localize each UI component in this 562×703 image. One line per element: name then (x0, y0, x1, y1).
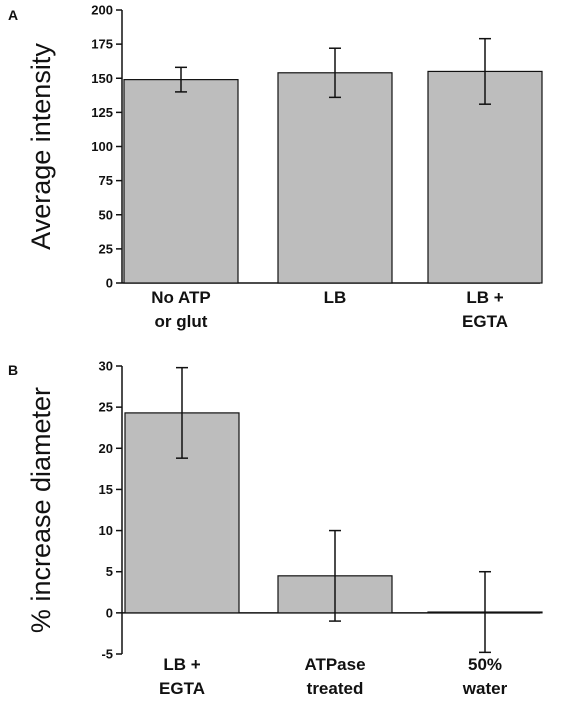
x-category-label-line: LB (324, 288, 347, 307)
x-category-label-line: ATPase (304, 655, 365, 674)
panel-a-chart: A Average intensity 0 25 50 75 100 125 150 175 200… (8, 3, 543, 331)
x-category-label-line: EGTA (462, 312, 508, 331)
x-category-label-line: water (462, 679, 508, 698)
y-tick-label: 25 (99, 241, 113, 256)
y-tick-label: 175 (91, 37, 113, 52)
y-tick-label: 25 (99, 400, 113, 415)
y-tick-label: 15 (99, 482, 113, 497)
y-tick-label: 10 (99, 523, 113, 538)
y-tick-label: -5 (101, 647, 113, 662)
y-tick-label: 100 (91, 139, 113, 154)
y-tick-label: 75 (99, 173, 113, 188)
y-tick-label: 200 (91, 3, 113, 18)
x-category-label-line: 50% (468, 655, 502, 674)
x-category-label: LB + EGTA (159, 655, 205, 698)
x-category-label-line: No ATP (151, 288, 211, 307)
panel-label: B (8, 362, 18, 378)
x-category-label: No ATP or glut (151, 288, 211, 331)
x-category-label: LB + EGTA (462, 288, 508, 331)
y-tick-label: 125 (91, 105, 113, 120)
y-tick-label: 0 (106, 605, 113, 620)
x-category-label: 50% water (462, 655, 508, 698)
panel-b-chart: B % increase diameter -5 0 5 10 15 20 25 30 LB + EG… (8, 359, 543, 698)
x-category-label-line: or glut (155, 312, 208, 331)
bar (123, 79, 239, 284)
bar (277, 72, 393, 284)
y-tick-label: 50 (99, 207, 113, 222)
panel-label: A (8, 7, 18, 23)
x-category-label: LB (324, 288, 347, 307)
x-category-label-line: EGTA (159, 679, 205, 698)
x-category-label-line: treated (307, 679, 364, 698)
y-axis-title: Average intensity (26, 43, 56, 250)
bar (427, 70, 543, 284)
y-tick-label: 150 (91, 71, 113, 86)
y-tick-label: 0 (106, 276, 113, 291)
y-tick-label: 20 (99, 441, 113, 456)
x-category-label: ATPase treated (304, 655, 365, 698)
y-tick-label: 30 (99, 359, 113, 374)
y-tick-label: 5 (106, 564, 113, 579)
x-category-label-line: LB + (163, 655, 200, 674)
y-axis-title: % increase diameter (26, 387, 56, 633)
x-category-label-line: LB + (466, 288, 503, 307)
